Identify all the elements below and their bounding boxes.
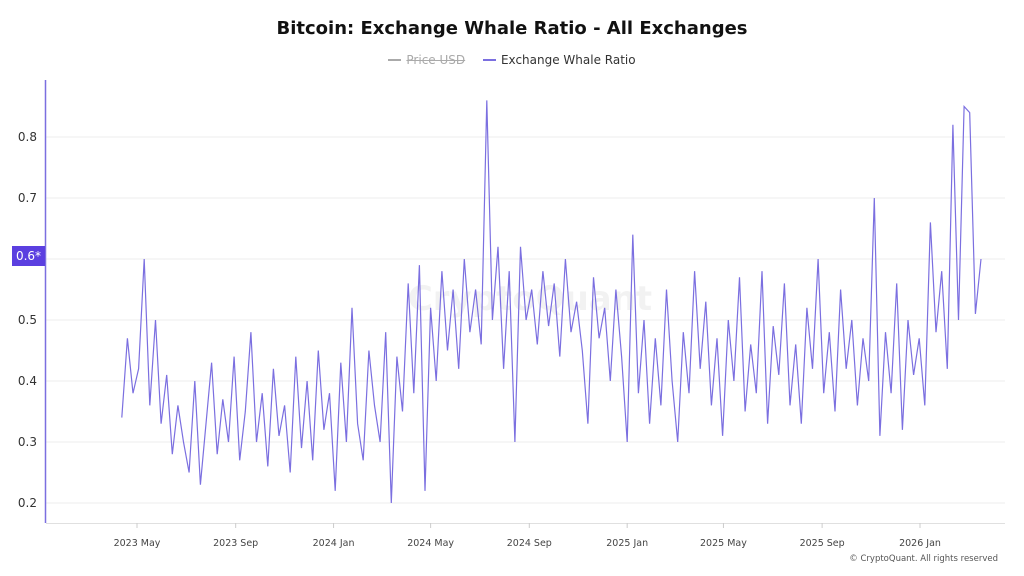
current-value-marker: 0.6* bbox=[12, 246, 45, 266]
x-tick-label: 2023 May bbox=[114, 538, 161, 549]
legend-swatch bbox=[482, 59, 496, 61]
series-line-exchange-whale-ratio bbox=[121, 100, 982, 504]
y-tick-label: 0.4 bbox=[18, 374, 37, 388]
x-tick-label: 2025 Sep bbox=[800, 538, 845, 549]
legend: Price USD Exchange Whale Ratio bbox=[0, 50, 1024, 67]
current-value-label: 0.6* bbox=[16, 249, 41, 263]
y-tick-label: 0.3 bbox=[18, 435, 37, 449]
legend-item-exchange-whale-ratio[interactable]: Exchange Whale Ratio bbox=[482, 53, 636, 67]
y-tick-label: 0.7 bbox=[18, 191, 37, 205]
chart-title: Bitcoin: Exchange Whale Ratio - All Exch… bbox=[276, 18, 748, 39]
x-tick-label: 2025 Jan bbox=[606, 538, 648, 549]
legend-label: Price USD bbox=[406, 53, 466, 67]
x-tick-label: 2024 Jan bbox=[313, 538, 355, 549]
x-tick-label: 2023 Sep bbox=[213, 538, 258, 549]
y-tick-label: 0.5 bbox=[18, 313, 37, 327]
watermark: CryptoQuant bbox=[408, 279, 652, 319]
x-tick-label: 2025 May bbox=[700, 538, 747, 549]
x-tick-label: 2026 Jan bbox=[899, 538, 941, 549]
legend-swatch bbox=[388, 59, 402, 61]
x-tick-label: 2024 May bbox=[407, 538, 454, 549]
x-tick-label: 2024 Sep bbox=[507, 538, 552, 549]
legend-label: Exchange Whale Ratio bbox=[500, 53, 636, 67]
copyright-footer: © CryptoQuant. All rights reserved bbox=[849, 554, 998, 564]
y-tick-label: 0.2 bbox=[18, 496, 37, 510]
y-tick-label: 0.8 bbox=[18, 130, 37, 144]
legend-item-price-usd[interactable]: Price USD bbox=[388, 53, 465, 67]
